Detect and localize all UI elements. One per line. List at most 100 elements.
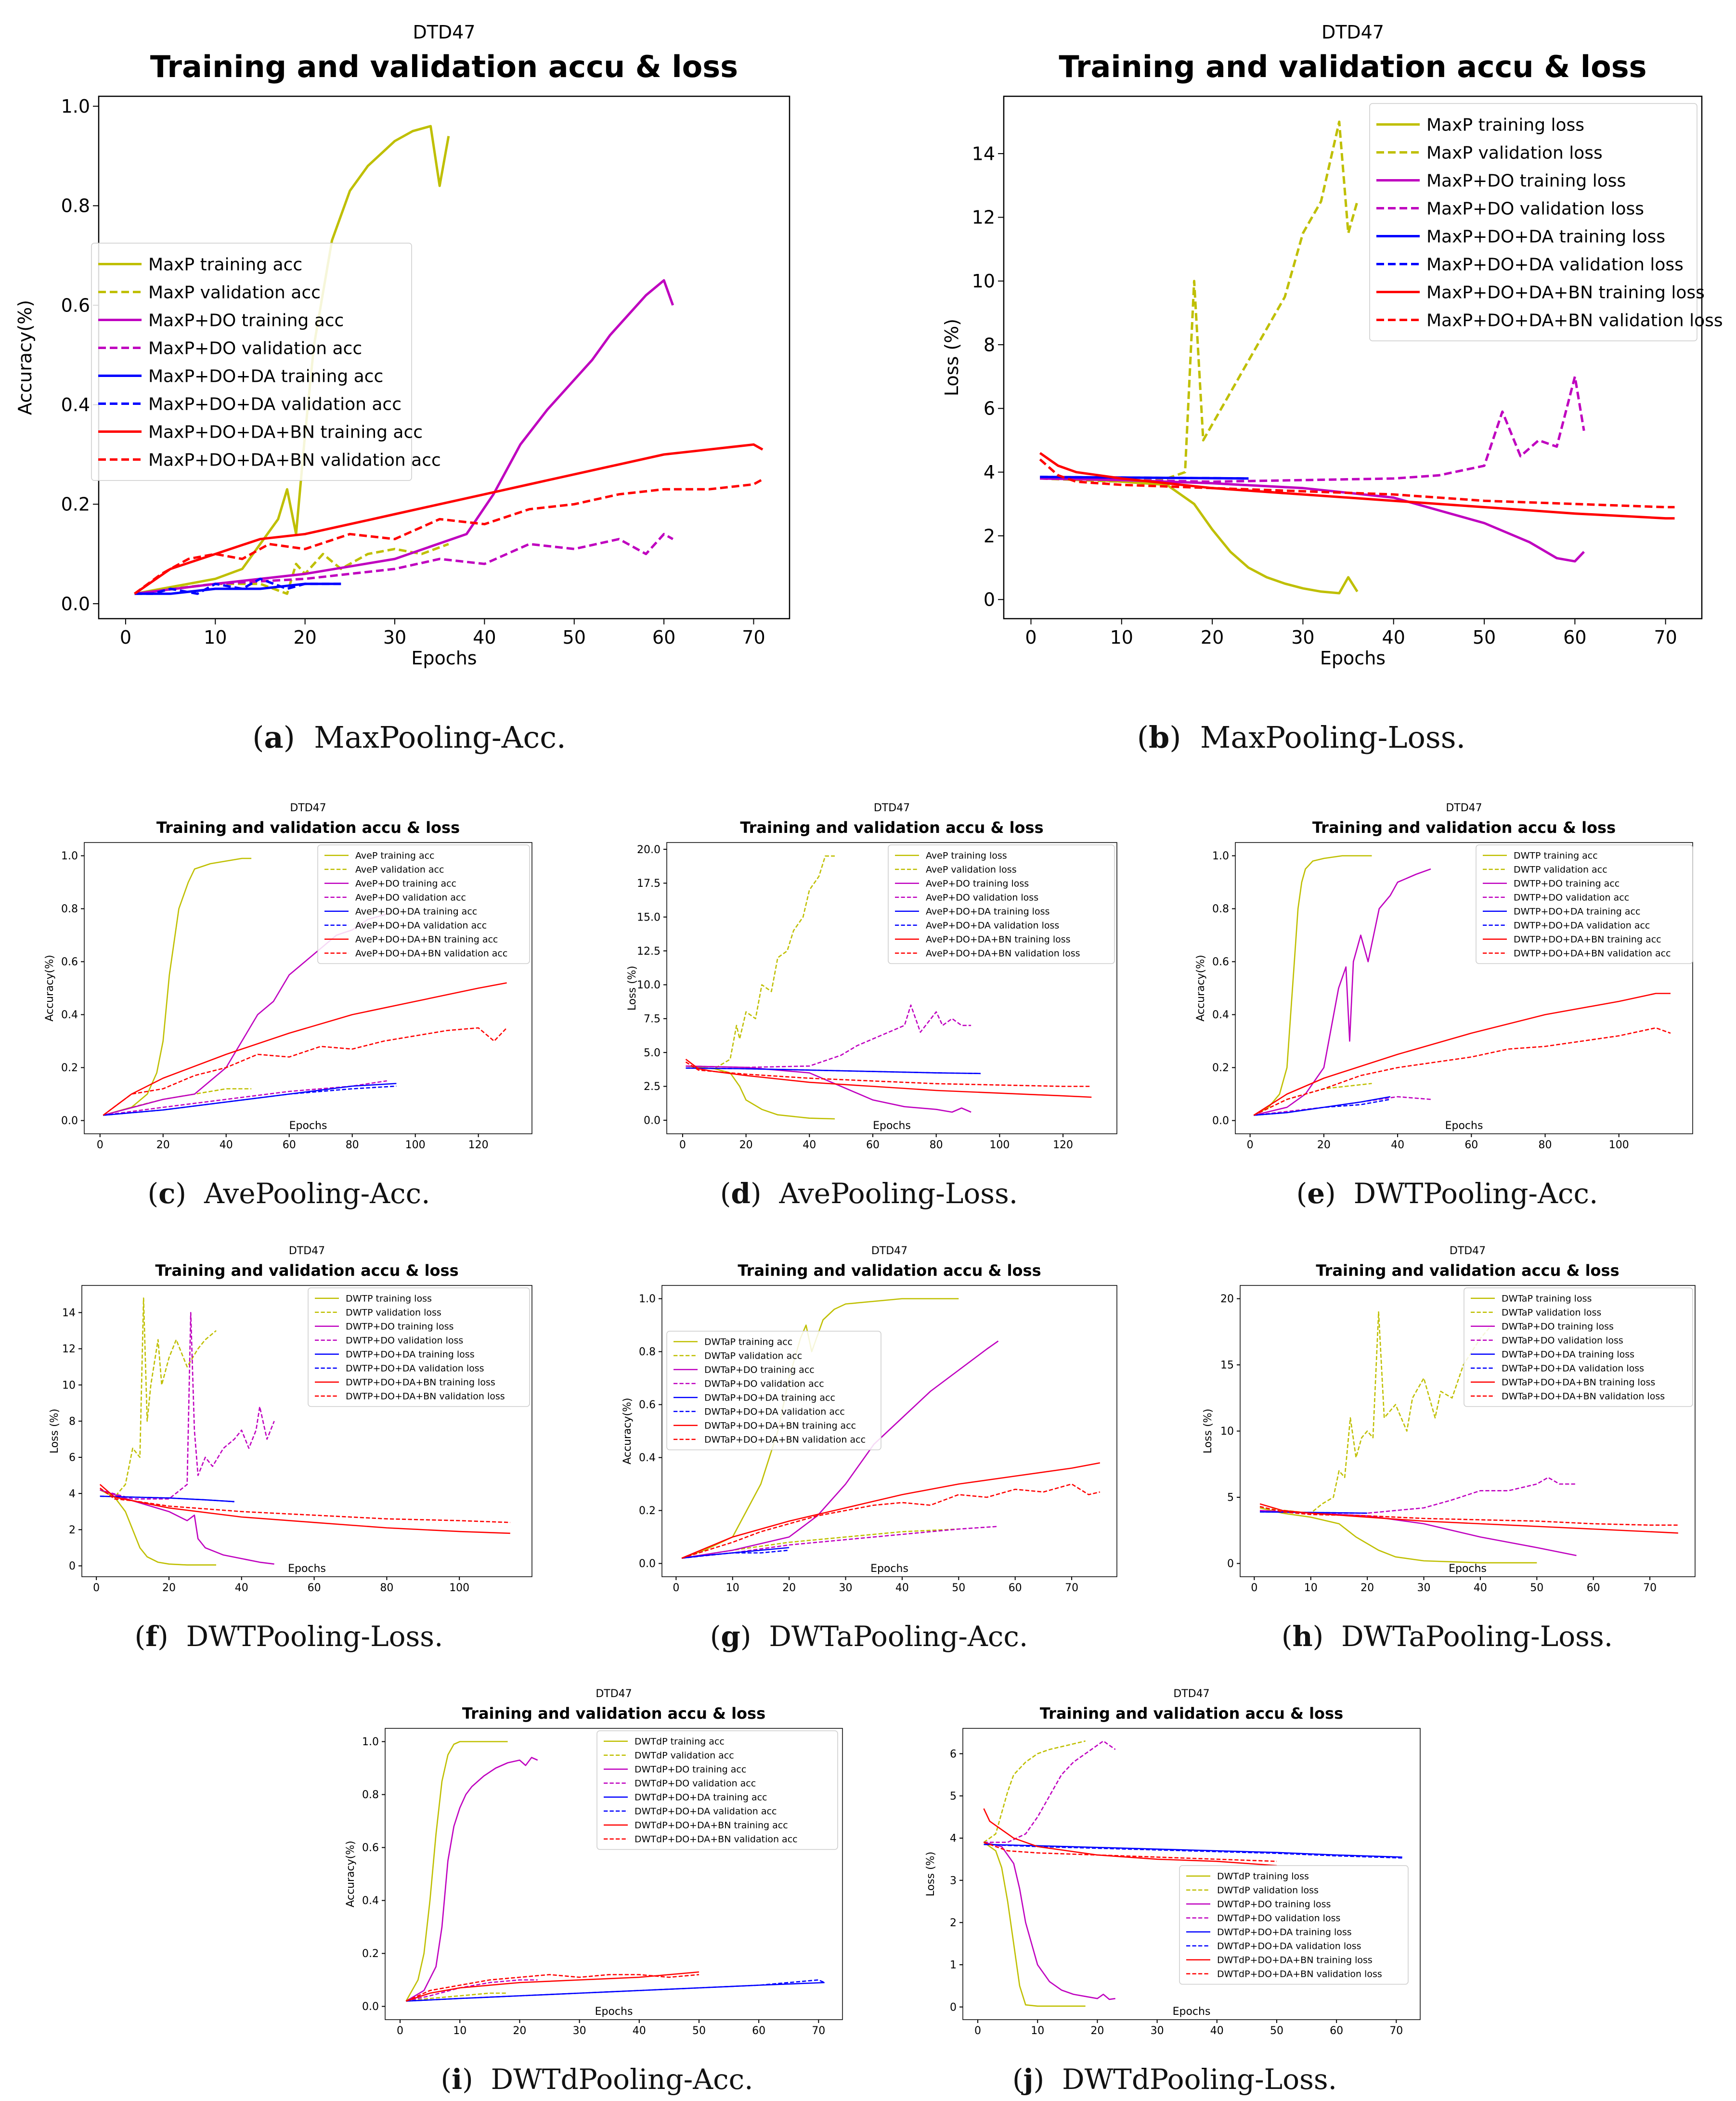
x-tick-label: 40 [1474,1582,1487,1594]
y-tick-label: 0.2 [362,1948,379,1960]
legend-label: DWTP+DO+DA training loss [346,1349,475,1360]
legend-label: DWTaP training loss [1502,1294,1592,1304]
legend-box [1464,1287,1693,1407]
panel-maxpooling-loss: DTD47 Training and validation accu & loss… [867,0,1736,790]
series-line-dwtp-do-da-validation-acc [1254,1099,1391,1116]
y-tick-label: 0.4 [1212,1009,1229,1021]
y-tick-label: 3 [950,1875,957,1887]
y-tick-label: 5 [1227,1492,1234,1504]
y-tick-label: 7.5 [644,1013,661,1025]
y-tick-label: 10 [972,271,995,292]
caption-letter: a [264,720,284,755]
series-line-avep-training-loss [686,1065,835,1120]
series-line-dwtp-do-training-loss [100,1489,274,1565]
caption: (j) DWTdPooling-Loss. [1012,2063,1337,2096]
series-line-dwtap-training-loss [1259,1507,1537,1564]
legend-label: DWTdP+DO validation loss [1217,1913,1340,1924]
x-tick-label: 40 [220,1139,233,1151]
caption-text: AvePooling-Acc. [204,1177,430,1210]
legend-label: DWTaP+DO+DA+BN validation acc [704,1435,866,1445]
chart-dwtapooling-loss: DTD47 Training and validation accu & loss… [1202,1245,1696,1594]
legend-box [1476,844,1693,964]
y-tick-label: 0.4 [61,394,90,415]
x-tick-label: 100 [1609,1139,1629,1151]
legend-label: DWTdP+DO+DA validation loss [1217,1941,1361,1952]
legend-label: DWTdP+DO+DA validation acc [635,1806,777,1817]
series-line-maxp-do-validation-loss [1040,375,1585,483]
x-tick-label: 60 [283,1139,296,1151]
chart-dwtapooling-acc: DTD47 Training and validation accu & loss… [622,1245,1117,1594]
legend-box [666,1331,881,1451]
y-axis-label: Loss (%) [626,966,638,1011]
panel-dwtdpooling-acc: DTD47 Training and validation accu & loss… [308,1680,886,2101]
chart-title: Training and validation accu & loss [1312,818,1616,837]
series-line-dwtdp-do-validation-loss [984,1740,1116,1843]
legend-label: MaxP validation acc [148,283,321,302]
legend-label: DWTaP validation loss [1502,1308,1601,1318]
chart-suptitle: DTD47 [413,22,475,43]
y-tick-label: 5.0 [644,1047,661,1059]
y-tick-label: 2.5 [644,1081,661,1093]
x-tick-label: 20 [782,1582,796,1594]
y-tick-label: 15 [1220,1360,1234,1372]
x-tick-label: 40 [473,627,496,648]
legend-label: DWTdP+DO validation acc [635,1778,756,1789]
legend-label: AveP+DO+DA validation acc [355,921,487,931]
series-line-maxp-do-da-bn-training-loss [1039,452,1675,520]
legend-label: DWTdP+DO+DA training acc [635,1792,767,1803]
legend-label: DWTdP+DO training loss [1217,1899,1331,1910]
series-line-dwtdp-do-da-validation-loss [984,1843,1402,1859]
x-tick-label: 100 [449,1582,469,1594]
y-tick-label: 8 [69,1416,76,1428]
panel-avepooling-loss: DTD47 Training and validation accu & loss… [580,794,1158,1228]
legend-label: AveP+DO validation acc [355,893,466,903]
x-tick-label: 80 [380,1582,393,1594]
legend-box [308,1287,530,1407]
series-line-dwtap-do-da-bn-training-acc [681,1462,1101,1559]
legend-label: DWTaP+DO+DA training loss [1502,1349,1634,1360]
y-tick-label: 1.0 [61,96,90,117]
legend-label: MaxP+DO+DA validation loss [1426,255,1684,274]
y-tick-label: 4 [950,1833,957,1845]
x-tick-label: 120 [1053,1139,1073,1151]
series-line-dwtdp-do-training-loss [984,1842,1115,2000]
y-tick-label: 0.6 [639,1399,656,1411]
chart-suptitle: DTD47 [874,802,910,814]
x-tick-label: 0 [1025,627,1036,648]
chart-suptitle: DTD47 [596,1688,632,1700]
caption-letter: i [452,2063,463,2096]
x-tick-label: 100 [405,1139,426,1151]
series-line-dwtap-validation-loss [1259,1311,1492,1514]
series-line-dwtp-do-validation-loss [100,1312,275,1500]
series-line-maxp-do-da-bn-training-acc [134,443,764,595]
legend-label: MaxP training loss [1426,115,1584,135]
series-line-avep-do-da-validation-acc [103,1085,397,1116]
series-line-avep-do-da-validation-loss [686,1067,981,1075]
y-tick-label: 0.2 [639,1505,656,1517]
y-axis-label: Accuracy(%) [345,1841,357,1907]
series-line-maxp-do-da-validation-loss [1040,476,1249,480]
legend-label: MaxP+DO+DA training loss [1426,227,1665,246]
series-line-avep-do-validation-acc [103,1080,387,1116]
series-line-avep-do-da-bn-validation-loss [685,1061,1092,1087]
legend-label: MaxP+DO training acc [148,311,344,330]
x-tick-label: 0 [97,1139,104,1151]
series-line-avep-do-training-loss [686,1065,972,1113]
y-tick-label: 15.0 [637,911,661,923]
x-tick-label: 60 [652,627,675,648]
x-tick-label: 20 [513,2025,526,2037]
series-line-avep-training-acc [103,857,252,1116]
x-tick-label: 20 [739,1139,753,1151]
y-tick-label: 0.2 [1212,1062,1229,1074]
legend-label: AveP training acc [355,851,435,861]
legend-label: AveP validation loss [926,865,1017,875]
x-tick-label: 20 [1360,1582,1374,1594]
chart-title: Training and validation accu & loss [740,818,1043,837]
x-axis-label: Epochs [1320,648,1386,669]
legend-label: DWTP+DO training acc [1514,879,1619,889]
x-tick-label: 70 [1643,1582,1657,1594]
x-tick-label: 20 [156,1139,170,1151]
series-line-maxp-training-loss [1040,477,1359,595]
legend-label: DWTP+DO+DA+BN validation loss [346,1391,505,1402]
x-tick-label: 10 [204,627,227,648]
